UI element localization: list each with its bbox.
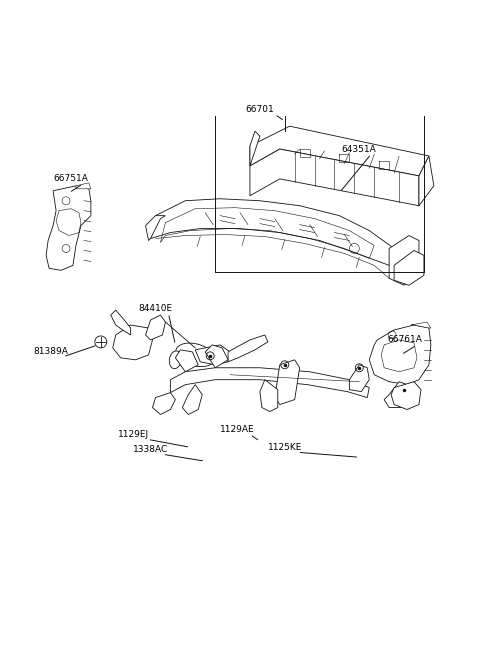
Ellipse shape xyxy=(169,351,181,369)
Polygon shape xyxy=(113,325,153,360)
Polygon shape xyxy=(250,131,260,166)
Text: 66701: 66701 xyxy=(245,105,274,114)
Polygon shape xyxy=(46,186,91,271)
Polygon shape xyxy=(275,360,300,405)
Polygon shape xyxy=(369,325,431,384)
Polygon shape xyxy=(260,380,278,411)
Ellipse shape xyxy=(176,343,215,367)
Polygon shape xyxy=(76,183,91,189)
Text: 1125KE: 1125KE xyxy=(268,443,302,452)
Polygon shape xyxy=(411,322,431,328)
Text: 66761A: 66761A xyxy=(387,335,422,345)
Polygon shape xyxy=(228,335,268,362)
Polygon shape xyxy=(153,392,175,415)
Polygon shape xyxy=(145,315,166,340)
Polygon shape xyxy=(111,310,131,335)
Text: 66751A: 66751A xyxy=(53,174,88,183)
Polygon shape xyxy=(391,382,421,409)
Text: 64351A: 64351A xyxy=(341,145,376,153)
Polygon shape xyxy=(205,345,228,367)
Polygon shape xyxy=(349,365,369,392)
Polygon shape xyxy=(175,350,198,372)
Polygon shape xyxy=(151,198,394,265)
Text: 1338AC: 1338AC xyxy=(132,445,168,454)
Text: 1129EJ: 1129EJ xyxy=(118,430,149,439)
Polygon shape xyxy=(250,149,419,206)
Polygon shape xyxy=(250,126,429,176)
Polygon shape xyxy=(195,345,230,365)
Text: 84410E: 84410E xyxy=(139,304,173,312)
Polygon shape xyxy=(419,156,434,206)
Polygon shape xyxy=(394,250,424,285)
Polygon shape xyxy=(389,236,419,285)
Text: 1129AE: 1129AE xyxy=(220,425,255,434)
Polygon shape xyxy=(182,384,202,415)
Polygon shape xyxy=(170,367,369,398)
Polygon shape xyxy=(384,382,411,407)
Text: 81389A: 81389A xyxy=(33,347,68,356)
Polygon shape xyxy=(145,215,166,240)
